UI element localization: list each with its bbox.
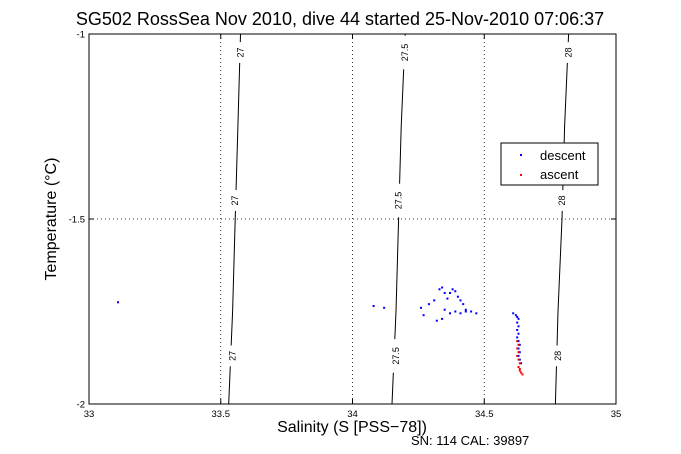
data-point-descent [422, 314, 425, 317]
contour-label: 28 [564, 47, 574, 57]
data-point-descent [514, 314, 517, 317]
data-point-ascent [517, 358, 520, 361]
data-point-descent [454, 290, 457, 293]
contour-label: 27.5 [394, 192, 404, 210]
data-point-descent [512, 312, 515, 315]
data-point-descent [451, 288, 454, 291]
y-tick-label: -1 [77, 30, 85, 41]
data-point-descent [517, 340, 520, 343]
data-point-descent [459, 299, 462, 302]
contour-line [228, 33, 241, 405]
contour-label: 27 [228, 351, 238, 361]
data-point-ascent [518, 367, 521, 370]
data-point-descent [454, 310, 457, 313]
data-point-descent [517, 347, 520, 350]
data-point-descent [427, 303, 430, 306]
contour-label: 28 [557, 195, 567, 205]
data-point-descent [435, 319, 438, 322]
x-tick-label: 34.5 [475, 409, 494, 420]
data-point-descent [446, 297, 449, 300]
data-point-ascent [517, 351, 520, 354]
data-point-ascent [517, 343, 520, 346]
legend-label-descent: descent [540, 148, 586, 163]
data-point-descent [516, 329, 519, 331]
contour-label-background [400, 35, 411, 70]
contour-label-background [553, 345, 564, 367]
contour-label-background [235, 42, 246, 63]
data-point-descent [449, 312, 451, 315]
contour-label: 27.5 [391, 347, 401, 365]
legend-label-ascent: ascent [540, 167, 579, 182]
data-point-ascent [516, 347, 519, 350]
data-series [117, 286, 524, 376]
data-point-descent [449, 292, 451, 294]
contour-line [554, 33, 570, 405]
data-point-ascent [517, 366, 520, 368]
grid-lines [89, 34, 616, 404]
data-point-descent [518, 343, 521, 346]
axis-ticks: 33 33.5 34 34.5 35 -2 -1.5 -1 [69, 30, 622, 421]
data-point-descent [475, 312, 478, 315]
data-point-descent [516, 316, 519, 318]
data-point-descent [516, 321, 519, 324]
data-point-descent [464, 310, 467, 313]
data-point-descent [464, 308, 467, 311]
contour-label-background [390, 339, 401, 373]
legend: descent ascent [500, 142, 599, 186]
data-point-descent [517, 325, 520, 328]
contour-label: 28 [553, 351, 563, 361]
data-point-descent [516, 336, 519, 339]
contour-label-background [393, 183, 404, 218]
data-point-descent [517, 332, 520, 335]
plot-area: 27 27 27 27.5 27.5 27.5 28 28 28 33 33.5 34 34.5 35 -… [69, 30, 622, 421]
legend-marker-descent [520, 154, 522, 156]
data-point-descent [443, 308, 446, 311]
data-point-descent [459, 312, 462, 315]
density-contours: 27 27 27 27.5 27.5 27.5 28 28 28 [227, 33, 574, 405]
data-point-descent [372, 305, 375, 307]
data-point-descent [518, 351, 521, 354]
x-tick-label: 33.5 [212, 409, 231, 420]
footer-serial-cal: SN: 114 CAL: 39897 [411, 433, 529, 448]
data-point-descent [438, 288, 441, 291]
data-point-ascent [516, 354, 519, 357]
data-point-descent [420, 306, 422, 309]
data-point-descent [520, 362, 523, 365]
x-tick-label: 34 [347, 409, 358, 420]
chart-title: SG502 RossSea Nov 2010, dive 44 started … [76, 9, 604, 29]
data-point-ascent [518, 362, 521, 365]
data-point-descent [518, 358, 521, 361]
data-point-descent [441, 286, 444, 289]
data-point-descent [117, 301, 119, 304]
data-point-descent [517, 317, 520, 320]
data-point-descent [433, 299, 436, 302]
x-tick-label: 35 [611, 409, 622, 420]
data-point-descent [443, 292, 446, 294]
data-point-descent [441, 317, 444, 320]
legend-marker-ascent [520, 174, 522, 176]
data-point-descent [517, 354, 520, 357]
data-point-descent [383, 306, 386, 309]
contour-label-background [227, 345, 238, 367]
data-point-descent [470, 310, 473, 313]
data-point-descent [462, 303, 465, 306]
x-tick-label: 33 [84, 409, 95, 420]
x-axis-label: Salinity (S [PSS−78]) [277, 419, 427, 436]
data-point-descent [456, 295, 459, 298]
contour-label-background [563, 42, 574, 63]
legend-box [500, 142, 599, 186]
data-point-ascent [521, 373, 524, 376]
contour-label-background [230, 190, 241, 211]
contour-label: 27 [230, 195, 240, 205]
contour-label: 27.5 [400, 44, 410, 62]
y-tick-label: -2 [77, 400, 85, 411]
data-point-ascent [520, 371, 523, 374]
y-axis-label: Temperature (°C) [43, 158, 60, 281]
data-point-ascent [516, 340, 519, 343]
y-tick-label: -1.5 [69, 215, 85, 226]
contour-label-background [556, 190, 567, 211]
contour-label: 27 [236, 47, 246, 57]
data-point-ascent [518, 369, 521, 372]
